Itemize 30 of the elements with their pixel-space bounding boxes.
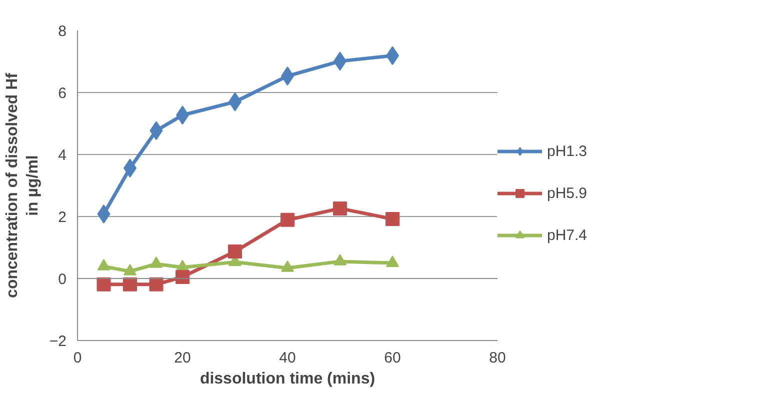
- legend-label: pH7.4: [547, 226, 588, 244]
- point: [281, 260, 294, 272]
- y-tick-label: 8: [58, 23, 66, 40]
- point: [149, 277, 164, 292]
- y-tick-label: 6: [58, 85, 66, 102]
- point: [386, 212, 400, 226]
- y-tick-label: 0: [58, 271, 66, 288]
- legend-label: pH5.9: [547, 184, 588, 202]
- point: [280, 212, 294, 227]
- point: [96, 277, 111, 292]
- legend-label: pH1.3: [547, 142, 588, 160]
- y-tick-label: 2: [58, 209, 66, 226]
- point: [124, 264, 136, 276]
- x-tick-label: 40: [279, 350, 296, 366]
- y-tick-label: −2: [49, 333, 67, 350]
- point: [123, 277, 137, 292]
- point: [334, 254, 346, 266]
- y-axis-title: concentration of dissolved Hf in µg/ml: [4, 72, 42, 298]
- point: [150, 256, 163, 268]
- point: [333, 201, 347, 216]
- point: [97, 258, 110, 270]
- x-tick-label: 60: [384, 350, 401, 366]
- x-tick-label: 0: [73, 350, 82, 366]
- y-tick-label: 4: [58, 147, 66, 164]
- point: [228, 244, 242, 259]
- point: [176, 270, 190, 284]
- x-axis-title: dissolution time (mins): [200, 370, 376, 388]
- x-tick-label: 80: [489, 350, 506, 366]
- x-tick-label: 20: [174, 350, 191, 366]
- point: [386, 256, 399, 267]
